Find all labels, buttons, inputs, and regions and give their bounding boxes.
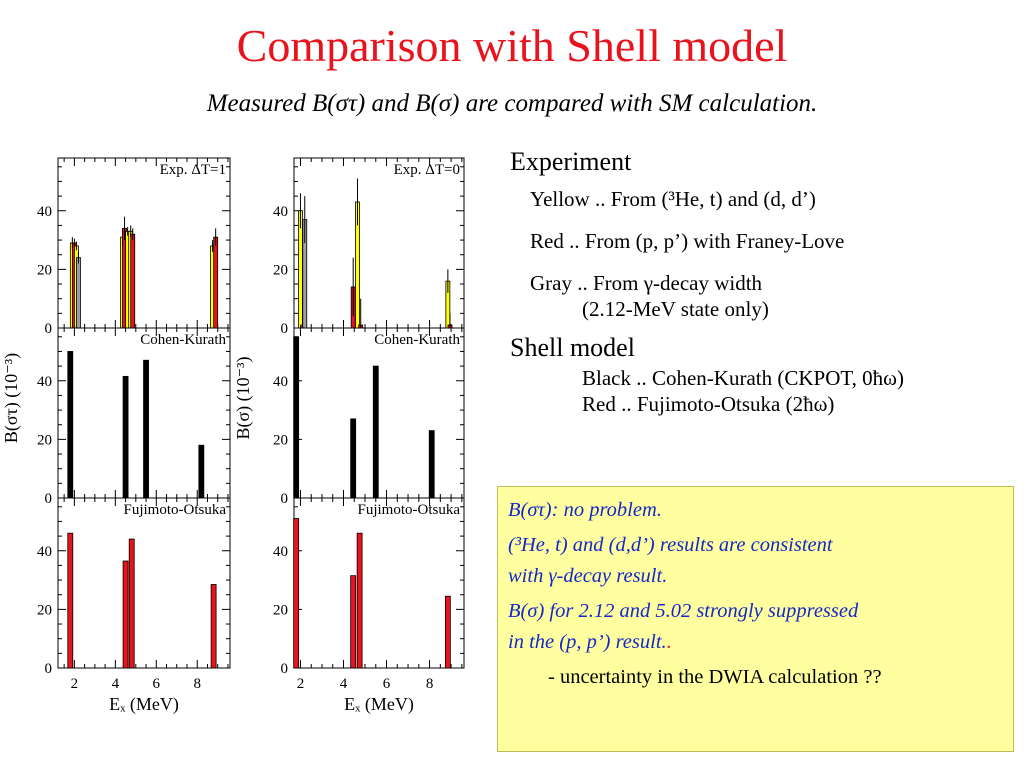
note-dwia: - uncertainty in the DWIA calculation ?? <box>548 666 882 688</box>
x-tick-label: 4 <box>340 676 348 692</box>
panel-label: Exp. ΔT=1 <box>160 162 226 178</box>
legend-red: Red .. From (p, p’) with Franey-Love <box>530 229 845 253</box>
panel-frame <box>293 157 465 329</box>
bar-red <box>293 518 300 669</box>
page-title: Comparison with Shell model <box>236 20 788 71</box>
bar-black <box>293 336 300 499</box>
legend-gray-note: (2.12-MeV state only) <box>582 297 769 321</box>
y-tick-label: 40 <box>37 544 52 560</box>
panel-frame <box>293 327 465 499</box>
x-tick-label: 4 <box>112 676 120 692</box>
bar-gray <box>76 257 81 329</box>
legend-panel: Experiment Yellow .. From (³He, t) and (… <box>510 145 1015 417</box>
x-axis-label: Eₓ (MeV) <box>344 694 414 715</box>
panel-label: Cohen-Kurath <box>374 332 460 348</box>
panel-frame <box>57 497 231 669</box>
bar-black <box>198 444 205 499</box>
note-suppressed-1: B(σ) for 2.12 and 5.02 strongly suppress… <box>508 600 859 622</box>
bar-red <box>356 532 363 669</box>
y-tick-label: 0 <box>45 491 53 507</box>
note-suppressed-2: in the (p, p’) result.. <box>508 627 1003 658</box>
bar-red <box>128 538 135 669</box>
chart-sigma: 0 20 40 Exp. ΔT=0 0 20 40 Cohen-Kurath 0 20 40 Fuji… <box>233 157 465 715</box>
legend-fujimoto-otsuka: Red .. Fujimoto-Otsuka (2ħω) <box>582 392 835 416</box>
panel-label: Cohen-Kurath <box>140 332 226 348</box>
note-consistent-2: with γ-decay result. <box>508 565 668 587</box>
chart-sigma-tau: 0 20 40 Exp. ΔT=1 0 20 40 Cohen-Kurath 0 20 40 Fuji… <box>1 157 231 715</box>
note-sigma-tau: B(στ): no problem. <box>508 499 662 521</box>
x-tick-label: 2 <box>71 676 79 692</box>
x-tick-label: 6 <box>153 676 161 692</box>
bar-red <box>122 560 129 669</box>
y-tick-label: 0 <box>45 321 53 337</box>
bar-red <box>350 575 357 669</box>
panel-label: Exp. ΔT=0 <box>394 162 460 178</box>
bar-black <box>67 351 74 499</box>
x-tick-label: 8 <box>193 676 201 692</box>
page-subtitle: Measured B(στ) and B(σ) are compared wit… <box>206 90 818 117</box>
x-tick-label: 2 <box>297 676 305 692</box>
y-tick-label: 20 <box>37 602 52 618</box>
y-tick-label: 40 <box>37 204 52 220</box>
x-axis-label: Eₓ (MeV) <box>109 694 179 715</box>
y-tick-label: 40 <box>37 374 52 390</box>
y-tick-label: 0 <box>281 321 289 337</box>
panel-frame <box>57 157 231 329</box>
y-tick-label: 0 <box>45 661 53 677</box>
y-tick-label: 20 <box>273 602 288 618</box>
x-tick-label: 8 <box>426 676 434 692</box>
y-tick-label: 40 <box>273 204 288 220</box>
bar-black <box>372 365 379 499</box>
y-axis-label: B(σ) (10⁻³) <box>233 356 254 439</box>
legend-gray: Gray .. From γ-decay width <box>530 271 763 295</box>
legend-yellow: Yellow .. From (³He, t) and (d, d’) <box>530 187 816 211</box>
bar-red <box>210 584 217 669</box>
bar-black <box>143 359 149 499</box>
panel-label: Fujimoto-Otsuka <box>357 502 460 518</box>
x-tick-label: 6 <box>383 676 391 692</box>
y-tick-label: 0 <box>281 661 289 677</box>
y-tick-label: 20 <box>273 432 288 448</box>
bar-red <box>67 532 74 669</box>
y-tick-label: 40 <box>273 544 288 560</box>
panel-label: Fujimoto-Otsuka <box>123 502 226 518</box>
y-tick-label: 0 <box>281 491 289 507</box>
bar-black <box>350 418 357 499</box>
y-tick-label: 20 <box>273 262 288 278</box>
bar-red <box>444 595 451 669</box>
note-suppressed-2-text: in the (p, p’) result. <box>508 631 667 653</box>
experiment-heading: Experiment <box>510 147 632 176</box>
shell-model-heading: Shell model <box>510 333 635 362</box>
note-red-dot: . <box>666 631 672 653</box>
note-consistent-1: (³He, t) and (d,d’) results are consiste… <box>508 534 833 556</box>
y-tick-label: 40 <box>273 374 288 390</box>
bar-red <box>130 233 136 329</box>
notes-box: B(στ): no problem. (³He, t) and (d,d’) r… <box>497 486 1014 752</box>
y-tick-label: 20 <box>37 262 52 278</box>
legend-cohen-kurath: Black .. Cohen-Kurath (CKPOT, 0ħω) <box>582 366 904 390</box>
panel-frame <box>293 497 465 669</box>
bar-black <box>122 375 129 499</box>
bar-black <box>428 430 435 499</box>
bar-red <box>213 236 219 329</box>
y-axis-label: B(στ) (10⁻³) <box>1 353 22 443</box>
y-tick-label: 20 <box>37 432 52 448</box>
